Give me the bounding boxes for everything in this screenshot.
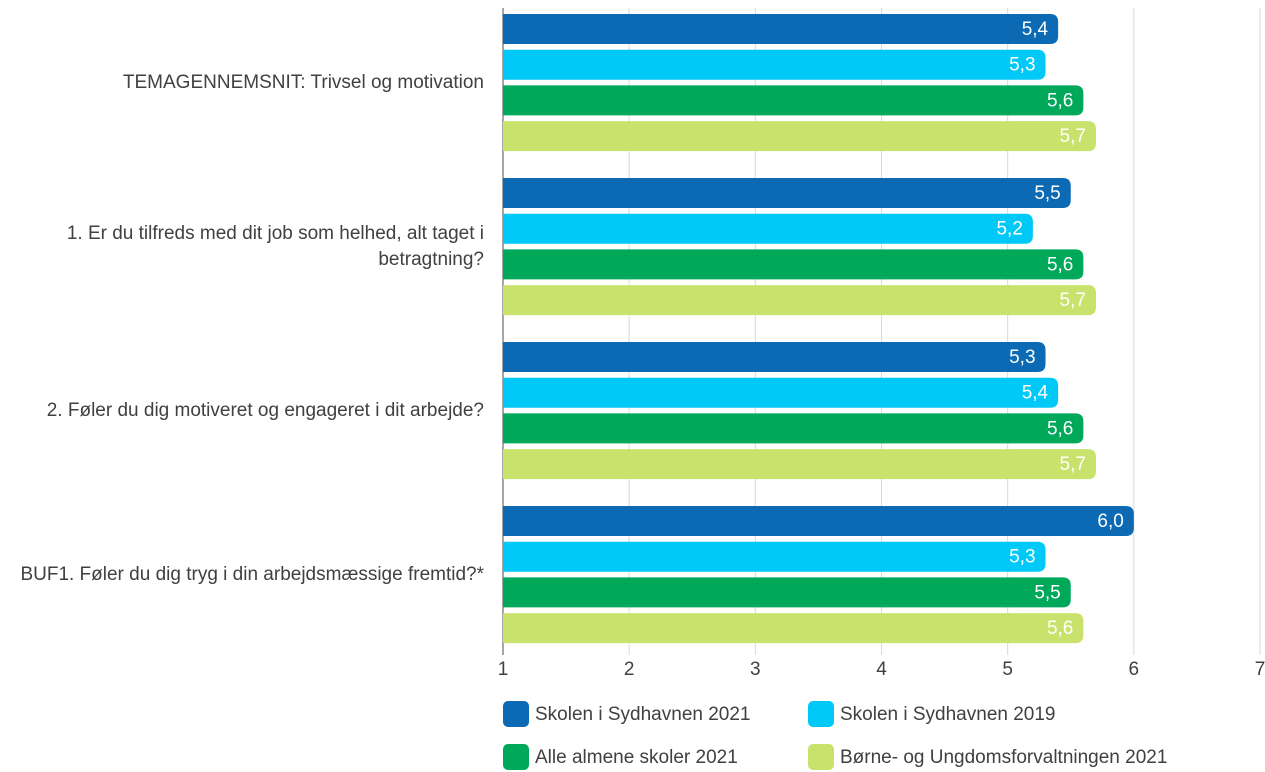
category-label: BUF1. Føler du dig tryg i din arbejdsmæs… (20, 563, 484, 585)
value-label: 5,7 (1060, 290, 1086, 311)
bar (503, 577, 1071, 608)
value-label: 5,6 (1047, 418, 1073, 439)
value-label: 5,7 (1060, 454, 1086, 475)
value-label: 5,3 (1009, 55, 1035, 76)
category-label: TEMAGENNEMSNIT: Trivsel og motivation (122, 71, 484, 93)
bar (503, 121, 1096, 152)
x-tick-label: 1 (498, 659, 509, 680)
x-tick-label: 3 (750, 659, 761, 680)
x-tick-label: 4 (876, 659, 887, 680)
value-label: 5,5 (1034, 183, 1060, 204)
bar (503, 14, 1059, 44)
bar (503, 285, 1096, 316)
value-label: 5,3 (1009, 547, 1035, 568)
value-label: 5,5 (1034, 582, 1060, 603)
value-label: 5,6 (1047, 618, 1073, 639)
legend-label: Skolen i Sydhavnen 2019 (840, 704, 1056, 725)
bar (503, 377, 1059, 408)
bar (503, 85, 1084, 116)
bar (503, 249, 1084, 280)
bar (503, 178, 1071, 208)
category-label: 2. Føler du dig motiveret og engageret i… (46, 399, 484, 421)
value-label: 5,6 (1047, 90, 1073, 111)
value-label: 5,4 (1022, 19, 1049, 40)
legend-swatch (503, 744, 529, 770)
value-label: 5,3 (1009, 347, 1035, 368)
legend-label: Alle almene skoler 2021 (535, 747, 738, 768)
bar (503, 613, 1084, 644)
x-tick-label: 2 (624, 659, 635, 680)
value-label: 6,0 (1097, 511, 1123, 532)
bar (503, 541, 1046, 572)
x-tick-label: 5 (1002, 659, 1013, 680)
legend-swatch (503, 701, 529, 727)
category-label: 1. Er du tilfreds med dit job som helhed… (66, 222, 484, 270)
legend-label: Børne- og Ungdomsforvaltningen 2021 (840, 747, 1167, 768)
bar (503, 213, 1033, 244)
legend-label: Skolen i Sydhavnen 2021 (535, 704, 751, 725)
value-label: 5,2 (996, 219, 1022, 240)
bar (503, 506, 1134, 536)
value-label: 5,7 (1060, 126, 1086, 147)
bar (503, 449, 1096, 480)
x-tick-label: 6 (1129, 659, 1140, 680)
value-label: 5,4 (1022, 383, 1049, 404)
bar (503, 413, 1084, 444)
legend-swatch (808, 744, 834, 770)
x-tick-label: 7 (1255, 659, 1265, 680)
bar (503, 49, 1046, 80)
legend-swatch (808, 701, 834, 727)
value-label: 5,6 (1047, 254, 1073, 275)
bar (503, 342, 1046, 372)
